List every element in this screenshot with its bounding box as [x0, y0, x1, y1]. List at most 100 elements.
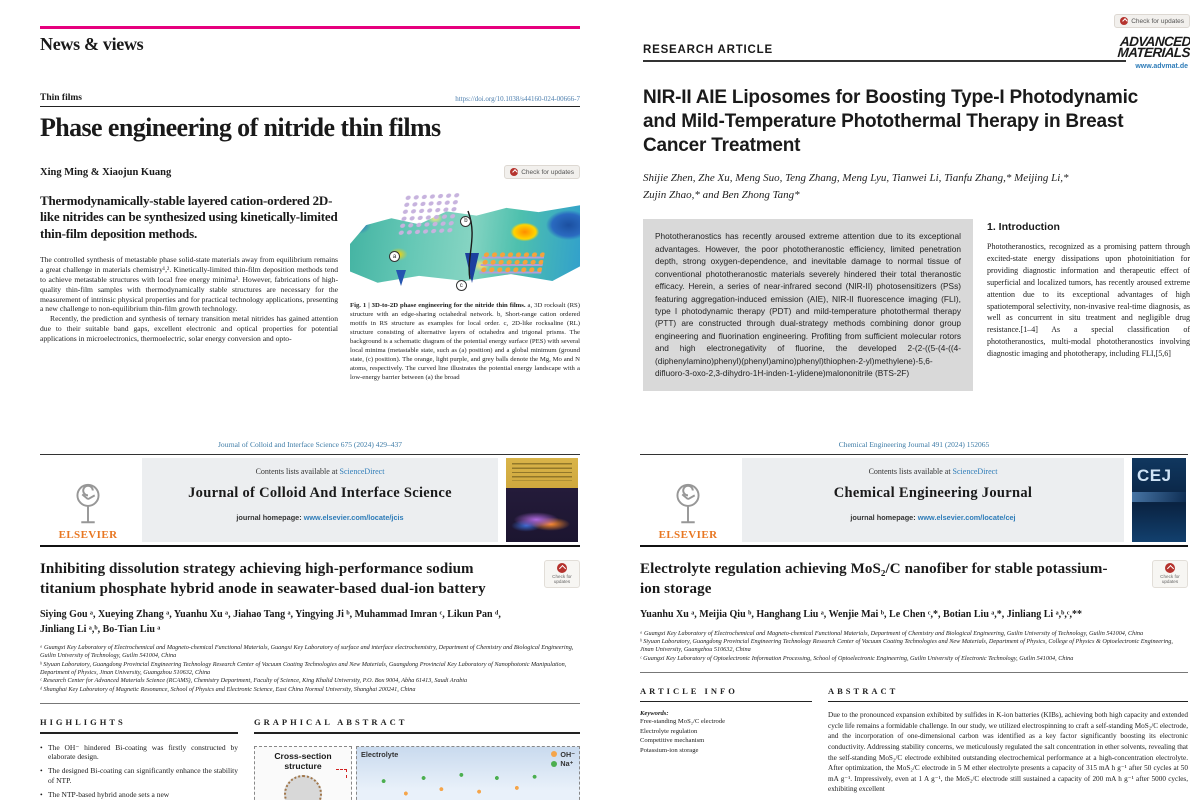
body-paragraph: Recently, the prediction and synthesis o…: [40, 314, 338, 343]
topic-doi-row: Thin films https://doi.org/10.1038/s4416…: [40, 93, 580, 107]
legend-label: OH⁻: [560, 749, 575, 759]
global-minimum-funnel: [465, 253, 479, 284]
journal-title: Journal of Colloid And Interface Science: [188, 485, 452, 501]
advanced-materials-logo: ADVANCED MATERIALS: [1116, 34, 1190, 61]
nature-news-views-page: News & views Thin films https://doi.org/…: [40, 12, 580, 414]
keyword: Potassium-ion storage: [640, 746, 699, 754]
check-for-updates-label: Check for updates: [521, 168, 574, 176]
check-for-updates-icon: [510, 168, 519, 176]
check-for-updates-badge[interactable]: Check for updates: [504, 165, 580, 179]
elsevier-wordmark: ELSEVIER: [658, 529, 718, 541]
keyword: Free-standing MoS₂/C electrode: [640, 718, 726, 726]
graphical-abstract-figure: Cross-section structure Electrolyte OH⁻: [254, 745, 580, 800]
legend-dot-icon: [551, 761, 558, 768]
journal-cover-thumbnail: CEJ: [1132, 458, 1186, 542]
homepage-link[interactable]: www.elsevier.com/locate/cej: [917, 513, 1016, 522]
section-heading: News & views: [40, 34, 144, 54]
contents-lists-text: Contents lists available at: [255, 467, 340, 476]
cej-cover-wordmark: CEJ: [1137, 466, 1172, 485]
article-title: Electrolyte regulation achieving MoS₂/C …: [640, 561, 1108, 597]
article-type-label: RESEARCH ARTICLE: [643, 44, 773, 56]
legend-item: OH⁻: [551, 750, 575, 760]
check-for-updates-icon: [1165, 563, 1175, 573]
elsevier-logo: ELSEVIER: [642, 458, 734, 542]
zoom-arrow-icon: [336, 768, 347, 778]
cross-section-box: Cross-section structure: [254, 745, 352, 800]
cross-section-diagram: [284, 774, 322, 800]
divider: [40, 703, 580, 705]
check-for-updates-icon: [1120, 17, 1129, 25]
sciencedirect-link[interactable]: ScienceDirect: [339, 467, 385, 476]
legend-dot-icon: [551, 751, 558, 758]
abstract-heading: ABSTRACT: [828, 685, 899, 696]
authors: Yuanhu Xu ᵃ, Meijia Qiu ᵇ, Hanghang Liu …: [640, 609, 1082, 620]
citation-line: Journal of Colloid and Interface Science…: [217, 440, 403, 449]
highlights-heading: HIGHLIGHTS: [40, 717, 126, 728]
journal-cover-thumbnail: [506, 458, 578, 542]
homepage-label: journal homepage:: [850, 513, 918, 522]
abstract-text: Due to the pronounced expansion exhibite…: [828, 711, 1188, 794]
check-for-updates-icon: [557, 563, 567, 573]
abstract-column: ABSTRACT Due to the pronounced expansion…: [828, 686, 1188, 795]
check-for-updates-label: Check for updates: [1131, 17, 1184, 25]
standfirst: Thermodynamically-stable layered cation-…: [40, 193, 338, 241]
contents-lists-text: Contents lists available at: [868, 467, 953, 476]
elsevier-tree-icon: [76, 483, 100, 524]
topic-label: Thin films: [40, 93, 82, 103]
article-title: Inhibiting dissolution strategy achievin…: [40, 561, 486, 597]
figure-1-pes-surface-image: a b c: [350, 193, 580, 297]
journal-banner: ELSEVIER Contents lists available at Sci…: [640, 454, 1188, 547]
authors: Shijie Zhen, Zhe Xu, Meng Suo, Teng Zhan…: [643, 172, 1069, 201]
check-for-updates-badge[interactable]: Check for updates: [544, 560, 580, 588]
article-title: Phase engineering of nitride thin films: [40, 113, 441, 142]
electrolyte-box: Electrolyte OH⁻ Na⁺: [356, 745, 580, 800]
banner-center: Contents lists available at ScienceDirec…: [142, 458, 498, 542]
introduction-heading: 1. Introduction: [987, 221, 1060, 234]
divider: [643, 60, 1126, 62]
authors: Xing Ming & Xiaojun Kuang: [40, 166, 172, 178]
figure-point-label-a: a: [389, 251, 401, 263]
introduction-column: 1. Introduction Phototheranostics, recog…: [987, 219, 1190, 390]
elsevier-logo: ELSEVIER: [42, 458, 134, 542]
ion-legend: OH⁻ Na⁺: [551, 750, 575, 769]
affiliations: ᵃ Guangxi Key Laboratory of Electrochemi…: [40, 644, 580, 694]
elsevier-wordmark: ELSEVIER: [58, 529, 118, 541]
divider: [254, 732, 580, 734]
section-color-rule: [40, 26, 580, 29]
keywords-list: Free-standing MoS₂/C electrode Electrolyt…: [640, 717, 812, 755]
article-info-column: ARTICLE INFO Keywords: Free-standing MoS…: [640, 686, 812, 795]
check-for-updates-badge[interactable]: Check for updates: [1114, 14, 1190, 28]
graphical-abstract-heading: GRAPHICAL ABSTRACT: [254, 717, 408, 728]
check-for-updates-badge[interactable]: Check for updates: [1152, 560, 1188, 588]
advanced-materials-page: Check for updates RESEARCH ARTICLE ADVAN…: [643, 12, 1190, 432]
sciencedirect-link[interactable]: ScienceDirect: [952, 467, 998, 476]
divider: [640, 671, 1188, 673]
highlight-item: The designed Bi-coating can significantl…: [40, 766, 238, 786]
keyword: Competitive mechanism: [640, 737, 705, 745]
logo-line-2: MATERIALS: [1116, 45, 1190, 61]
keyword: Electrolyte regulation: [640, 727, 698, 735]
homepage-link[interactable]: www.elsevier.com/locate/jcis: [303, 513, 404, 522]
doi-link[interactable]: https://doi.org/10.1038/s44160-024-00666…: [455, 95, 580, 103]
figure-point-label-b: b: [460, 215, 472, 227]
figure-column: a b c Fig. 1 | 3D-to-2D phase engineerin…: [350, 193, 580, 383]
body-paragraph: The controlled synthesis of metastable p…: [40, 255, 338, 314]
cross-section-label: Cross-section structure: [274, 750, 332, 771]
local-minimum-funnel: [396, 269, 406, 286]
figure-point-label-c: c: [455, 280, 467, 292]
elsevier-tree-icon: [676, 483, 700, 524]
check-for-updates-label: Check for updates: [1160, 574, 1180, 585]
affiliation: ᵈ Shanghai Key Laboratory of Magnetic Re…: [40, 685, 416, 693]
authors: Siying Gou ᵃ, Xueying Zhang ᵃ, Yuanhu Xu…: [40, 609, 501, 635]
journal-banner: ELSEVIER Contents lists available at Sci…: [40, 454, 580, 547]
divider: [40, 732, 238, 734]
text-column: Thermodynamically-stable layered cation-…: [40, 193, 338, 383]
journal-header: RESEARCH ARTICLE ADVANCED MATERIALS www.…: [643, 34, 1190, 70]
affiliation: ᵇ Siyuan Laboratory, Guangdong Provincia…: [40, 660, 567, 677]
journal-website-link[interactable]: www.advmat.de: [1135, 63, 1188, 70]
article-info-heading: ARTICLE INFO: [640, 685, 738, 696]
highlight-item: The NTP-based hybrid anode sets a new: [40, 790, 238, 800]
introduction-text: Phototheranostics, recognized as a promi…: [987, 242, 1190, 358]
affiliation: ᵃ Guangxi Key Laboratory of Electrochemi…: [40, 644, 574, 660]
legend-item: Na⁺: [551, 759, 575, 769]
